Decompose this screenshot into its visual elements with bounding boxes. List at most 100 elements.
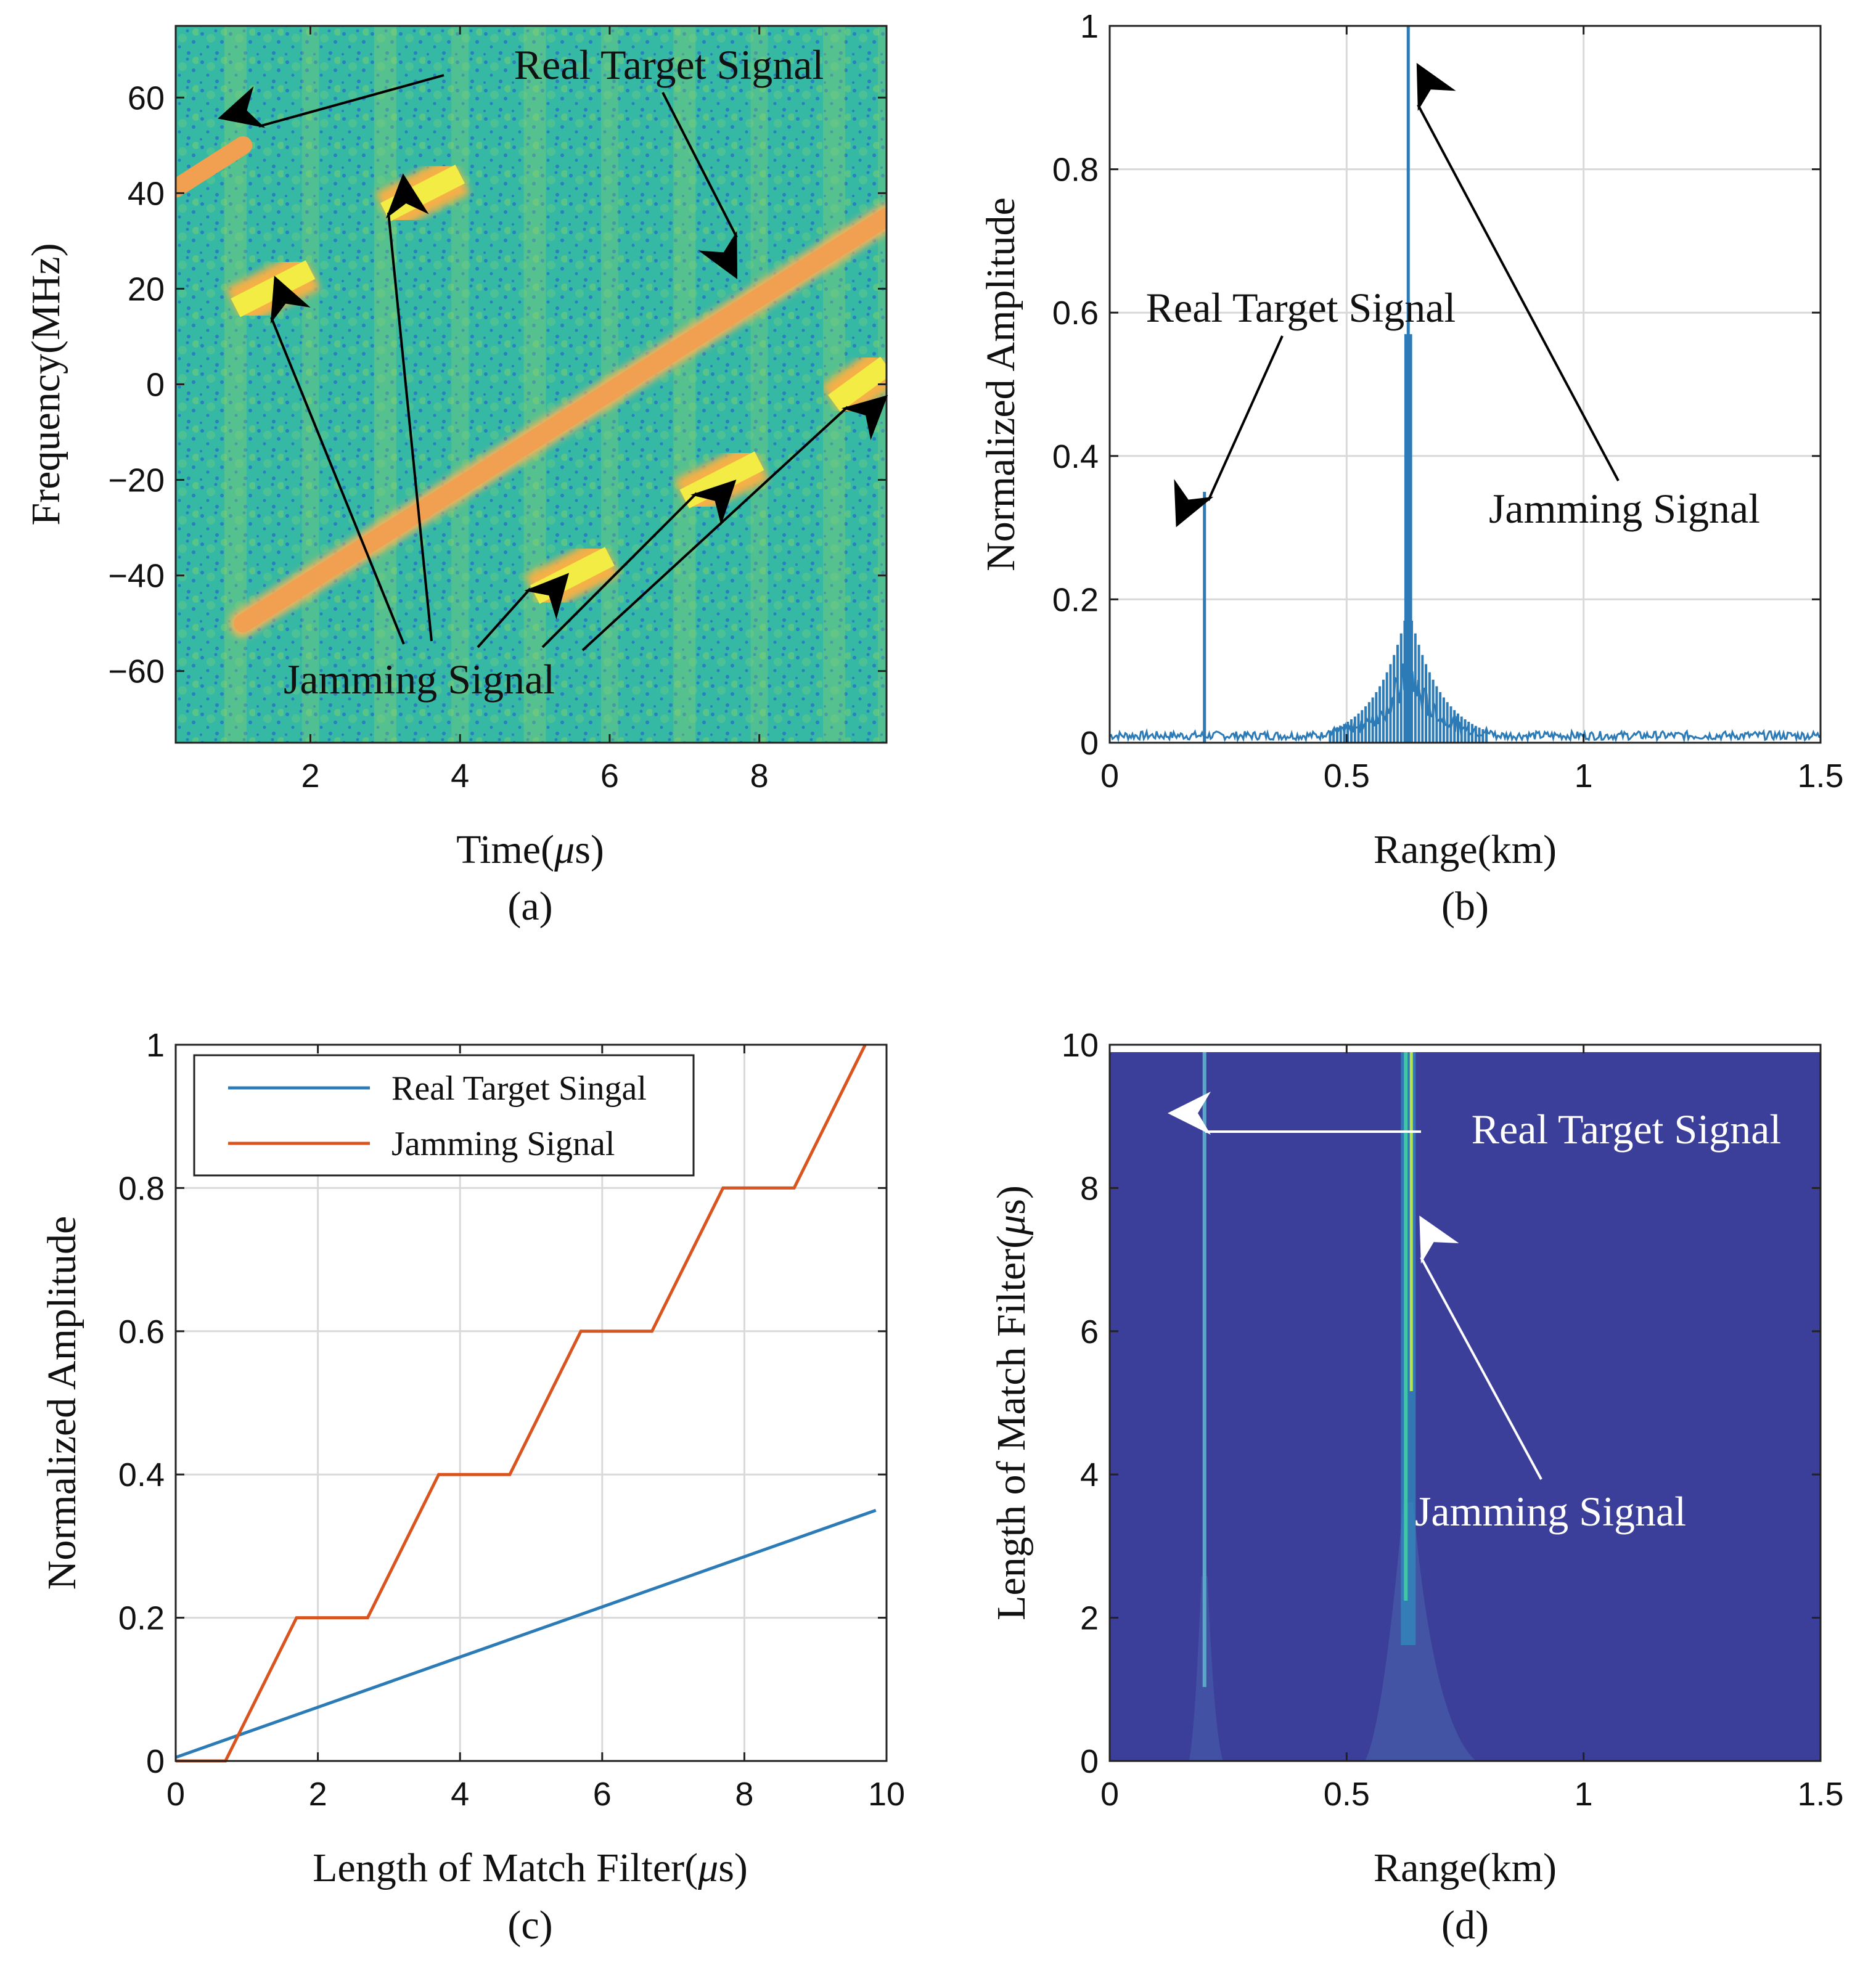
y-tick-label: 6	[1080, 1313, 1099, 1350]
x-tick-label: 0	[1100, 758, 1119, 795]
x-axis-label-mu: μ	[697, 1845, 718, 1890]
y-tick-label: 4	[1080, 1456, 1099, 1493]
x-tick-label: 8	[735, 1776, 753, 1813]
panel-b: 0 0.5 1 1.5 0 0.2 0.4 0.6 0.8 1 Real Target Signal…	[978, 8, 1844, 929]
x-tick-label: 2	[309, 1776, 327, 1813]
panel-caption: (c)	[507, 1903, 552, 1948]
y-tick-label: 0.4	[1052, 438, 1099, 475]
annotation-jamming: Jamming Signal	[284, 656, 555, 703]
annotation-real-target: Real Target Signal	[1472, 1106, 1782, 1153]
y-axis-label: Normalized Amplitude	[978, 197, 1023, 571]
x-tick-label: 2	[301, 758, 319, 795]
y-tick-label: 0.2	[1052, 581, 1099, 618]
x-axis-label-part: Length of Match Filter(	[313, 1845, 698, 1890]
x-axis-label-mu: μ	[554, 827, 575, 872]
y-tick-label: 0	[146, 1743, 165, 1780]
y-tick-label: 0.6	[1052, 295, 1099, 332]
series-real-target-line	[175, 1508, 877, 1759]
legend-label: Real Target Singal	[391, 1069, 647, 1108]
x-tick-label: 1.5	[1797, 1776, 1843, 1813]
x-axis-label-part: Time(	[456, 827, 554, 872]
y-tick-label: 20	[128, 271, 165, 308]
annotation-jamming: Jamming Signal	[1489, 485, 1760, 532]
legend-box	[193, 1054, 695, 1177]
y-tick-label: 1	[146, 1027, 165, 1064]
jamming-stripe	[301, 26, 319, 743]
x-axis-label: Length of Match Filter(μs)	[313, 1845, 748, 1890]
panel-caption: (a)	[507, 884, 552, 929]
panel-caption: (b)	[1441, 884, 1489, 929]
x-tick-label: 6	[600, 758, 619, 795]
panel-d: 0 0.5 1 1.5 0 2 4 6 8 10 Real Target Signal Jamming…	[989, 1027, 1844, 1948]
real-target-wrap	[176, 136, 253, 198]
arrow-jamming	[581, 394, 888, 652]
axes-box	[1108, 1044, 1822, 1762]
arrow-jamming	[1416, 63, 1620, 481]
x-tick-label: 1.5	[1797, 758, 1843, 795]
x-tick-label: 0	[1100, 1776, 1119, 1813]
y-axis-label: Frequency(MHz)	[23, 243, 68, 525]
y-tick-label: 0.6	[118, 1313, 165, 1350]
panel-caption: (d)	[1441, 1903, 1489, 1948]
x-tick-label: 4	[451, 758, 469, 795]
annotation-jamming: Jamming Signal	[1415, 1488, 1686, 1535]
jamming-stripe	[523, 26, 546, 743]
panel-a: 2 4 6 8 60 40 20 0 −20 −40 −60 Real Target Signal Ja…	[23, 25, 888, 929]
x-tick-label: 0	[166, 1776, 185, 1813]
panel-c: 0 2 4 6 8 10 0 0.2 0.4 0.6 0.8 1 Real Target Singal J…	[39, 1027, 905, 1948]
y-tick-label: 0.8	[118, 1170, 165, 1207]
legend-label: Jamming Signal	[391, 1125, 615, 1163]
x-axis-label-part: s)	[718, 1845, 748, 1890]
x-tick-label: 6	[593, 1776, 612, 1813]
axes-box	[1108, 25, 1822, 744]
axes-box	[174, 1044, 888, 1762]
y-tick-label: −20	[108, 462, 165, 499]
y-axis-label-part: Length of Match Filter(	[989, 1235, 1034, 1620]
x-axis-label-part: s)	[575, 827, 604, 872]
arrow-real-target	[218, 74, 444, 128]
y-tick-label: 8	[1080, 1170, 1099, 1207]
x-tick-label: 1	[1575, 1776, 1593, 1813]
y-tick-label: 0	[1080, 725, 1099, 762]
heatmap-top-strip	[1110, 1045, 1821, 1052]
y-axis-label: Normalized Amplitude	[39, 1216, 84, 1590]
annotation-real-target: Real Target Signal	[514, 41, 824, 88]
arrow-jamming	[541, 480, 737, 648]
arrow-jamming	[270, 276, 405, 645]
y-tick-label: −60	[108, 653, 165, 690]
x-tick-label: 1	[1575, 758, 1593, 795]
heatmap-background	[1110, 1052, 1821, 1761]
arrow-real-target	[1174, 335, 1284, 528]
x-axis-label: Range(km)	[1374, 1845, 1557, 1890]
y-axis-label-mu: μ	[989, 1215, 1034, 1236]
x-axis-label: Time(μs)	[456, 827, 604, 872]
y-tick-label: 0.8	[1052, 152, 1099, 189]
arrow-jamming	[477, 573, 570, 648]
jamming-band	[1401, 1052, 1416, 1645]
annotation-real-target: Real Target Signal	[1146, 284, 1456, 331]
jamming-spread	[1365, 1502, 1477, 1761]
x-tick-label: 8	[750, 758, 769, 795]
jamming-stripe	[451, 26, 469, 743]
jamming-stripe	[673, 26, 696, 743]
y-tick-label: −40	[108, 558, 165, 595]
y-axis-label: Length of Match Filter(μs)	[989, 1185, 1034, 1620]
x-tick-label: 10	[868, 1776, 905, 1813]
x-tick-label: 0.5	[1324, 1776, 1370, 1813]
jamming-stripe	[750, 26, 768, 743]
axes-background	[1110, 26, 1821, 743]
arrow-jamming	[385, 173, 433, 642]
series-jamming-line	[176, 1044, 867, 1763]
x-tick-label: 4	[451, 1776, 469, 1813]
y-tick-label: 1	[1080, 8, 1099, 45]
arrow-jamming	[1419, 1215, 1542, 1480]
x-axis-label: Range(km)	[1374, 827, 1557, 872]
y-tick-label: 0	[1080, 1743, 1099, 1780]
y-tick-label: 60	[128, 80, 165, 116]
y-axis-label-part: s)	[989, 1185, 1034, 1215]
y-tick-label: 40	[128, 175, 165, 212]
y-tick-label: 0.2	[118, 1600, 165, 1637]
arrow-real-target	[662, 92, 738, 279]
jamming-stripe	[374, 26, 396, 743]
